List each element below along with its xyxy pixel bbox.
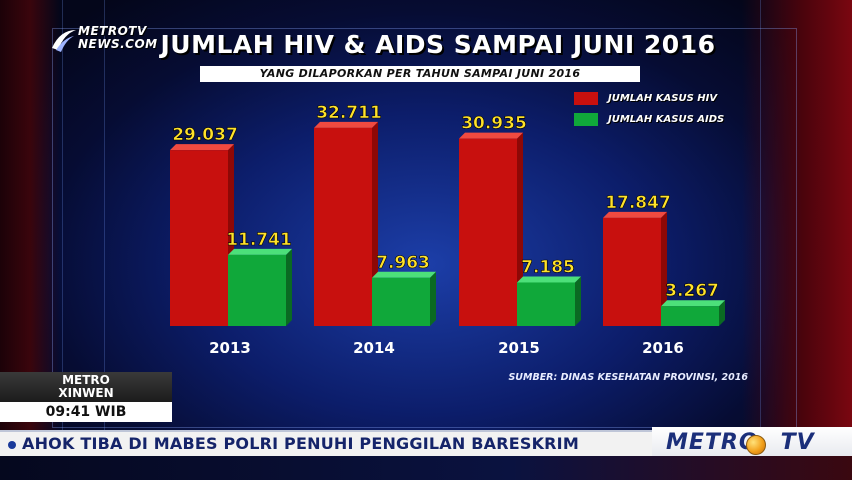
- bar-front: [228, 254, 286, 326]
- clock-line1: METRO: [62, 373, 110, 387]
- bar-aids-2015: [517, 276, 581, 326]
- bar-front: [314, 127, 372, 326]
- data-label-hiv-2013: 29.037: [172, 125, 238, 145]
- bar-side: [719, 300, 725, 326]
- legend-label-hiv: JUMLAH KASUS HIV: [608, 92, 718, 104]
- bar-top: [603, 211, 667, 218]
- graphic-frame: [52, 28, 797, 428]
- source-note: SUMBER: DINAS KESEHATAN PROVINSI, 2016: [508, 372, 748, 383]
- logo-line2: NEWS.COM: [78, 37, 158, 51]
- data-label-hiv-2016: 17.847: [605, 193, 671, 213]
- bar-side: [430, 271, 436, 326]
- bar-top: [372, 271, 436, 278]
- bar-aids-2016: [661, 300, 725, 326]
- clock-header: METRO XINWEN: [0, 372, 172, 402]
- legend-item-aids: JUMLAH KASUS AIDS: [574, 112, 724, 126]
- legend-label-aids: JUMLAH KASUS AIDS: [608, 113, 725, 125]
- bar-side: [517, 132, 523, 326]
- bar-front: [459, 138, 517, 326]
- channel-logo: METROTV NEWS.COM: [50, 22, 162, 58]
- bar-front: [170, 150, 228, 326]
- bar-front: [603, 217, 661, 326]
- bar-top: [170, 144, 234, 151]
- logo-line1: METROTV: [78, 24, 147, 38]
- bar-front: [661, 306, 719, 326]
- bar-aids-2013: [228, 248, 292, 326]
- data-label-aids-2013: 11.741: [226, 230, 292, 250]
- bar-hiv-2014: [314, 121, 378, 326]
- brand-logo: METRO TV: [666, 430, 815, 455]
- x-tick-2016: 2016: [642, 339, 684, 357]
- data-label-aids-2015: 7.185: [521, 257, 575, 277]
- decor-line: [760, 0, 761, 480]
- background-right-glow: [742, 0, 852, 480]
- globe-icon: [746, 435, 766, 455]
- decor-line: [104, 0, 105, 480]
- data-label-aids-2016: 3.267: [665, 281, 719, 301]
- bar-front: [517, 282, 575, 326]
- chart-subtitle: YANG DILAPORKAN PER TAHUN SAMPAI JUNI 20…: [200, 66, 640, 82]
- bar-hiv-2016: [603, 211, 667, 326]
- ticker-text: AHOK TIBA DI MABES POLRI PENUHI PENGGILA…: [22, 434, 579, 453]
- legend-swatch-hiv: [574, 91, 598, 105]
- bar-top: [228, 248, 292, 255]
- bar-top: [517, 276, 581, 283]
- bar-top: [314, 121, 378, 128]
- x-tick-2015: 2015: [498, 339, 540, 357]
- chart-title: JUMLAH HIV & AIDS SAMPAI JUNI 2016: [160, 30, 716, 59]
- clock-line2: XINWEN: [58, 386, 114, 400]
- clock-time: 09:41 WIB: [0, 402, 172, 422]
- bar-side: [575, 276, 581, 326]
- brand-suffix: TV: [780, 430, 815, 455]
- metrotv-swoosh-icon: [52, 30, 76, 52]
- x-tick-2014: 2014: [353, 339, 395, 357]
- clock-box: METRO XINWEN 09:41 WIB: [0, 372, 172, 422]
- bar-side: [286, 248, 292, 326]
- bottom-strip: [0, 456, 852, 480]
- data-label-hiv-2014: 32.711: [316, 103, 382, 123]
- bar-aids-2014: [372, 271, 436, 326]
- data-label-aids-2014: 7.963: [376, 253, 430, 273]
- data-label-hiv-2015: 30.935: [461, 114, 527, 134]
- brand-name: METRO: [666, 430, 759, 455]
- bar-top: [661, 300, 725, 307]
- x-tick-2013: 2013: [209, 339, 251, 357]
- legend-swatch-aids: [574, 112, 598, 126]
- ticker-bullet-icon: [8, 441, 16, 449]
- decor-line: [62, 0, 63, 480]
- brand-box: METRO TV: [652, 427, 852, 459]
- bar-hiv-2015: [459, 132, 523, 326]
- bar-top: [459, 132, 523, 139]
- legend-item-hiv: JUMLAH KASUS HIV: [574, 91, 717, 105]
- bar-side: [661, 211, 667, 326]
- bar-hiv-2013: [170, 144, 234, 326]
- bar-front: [372, 277, 430, 326]
